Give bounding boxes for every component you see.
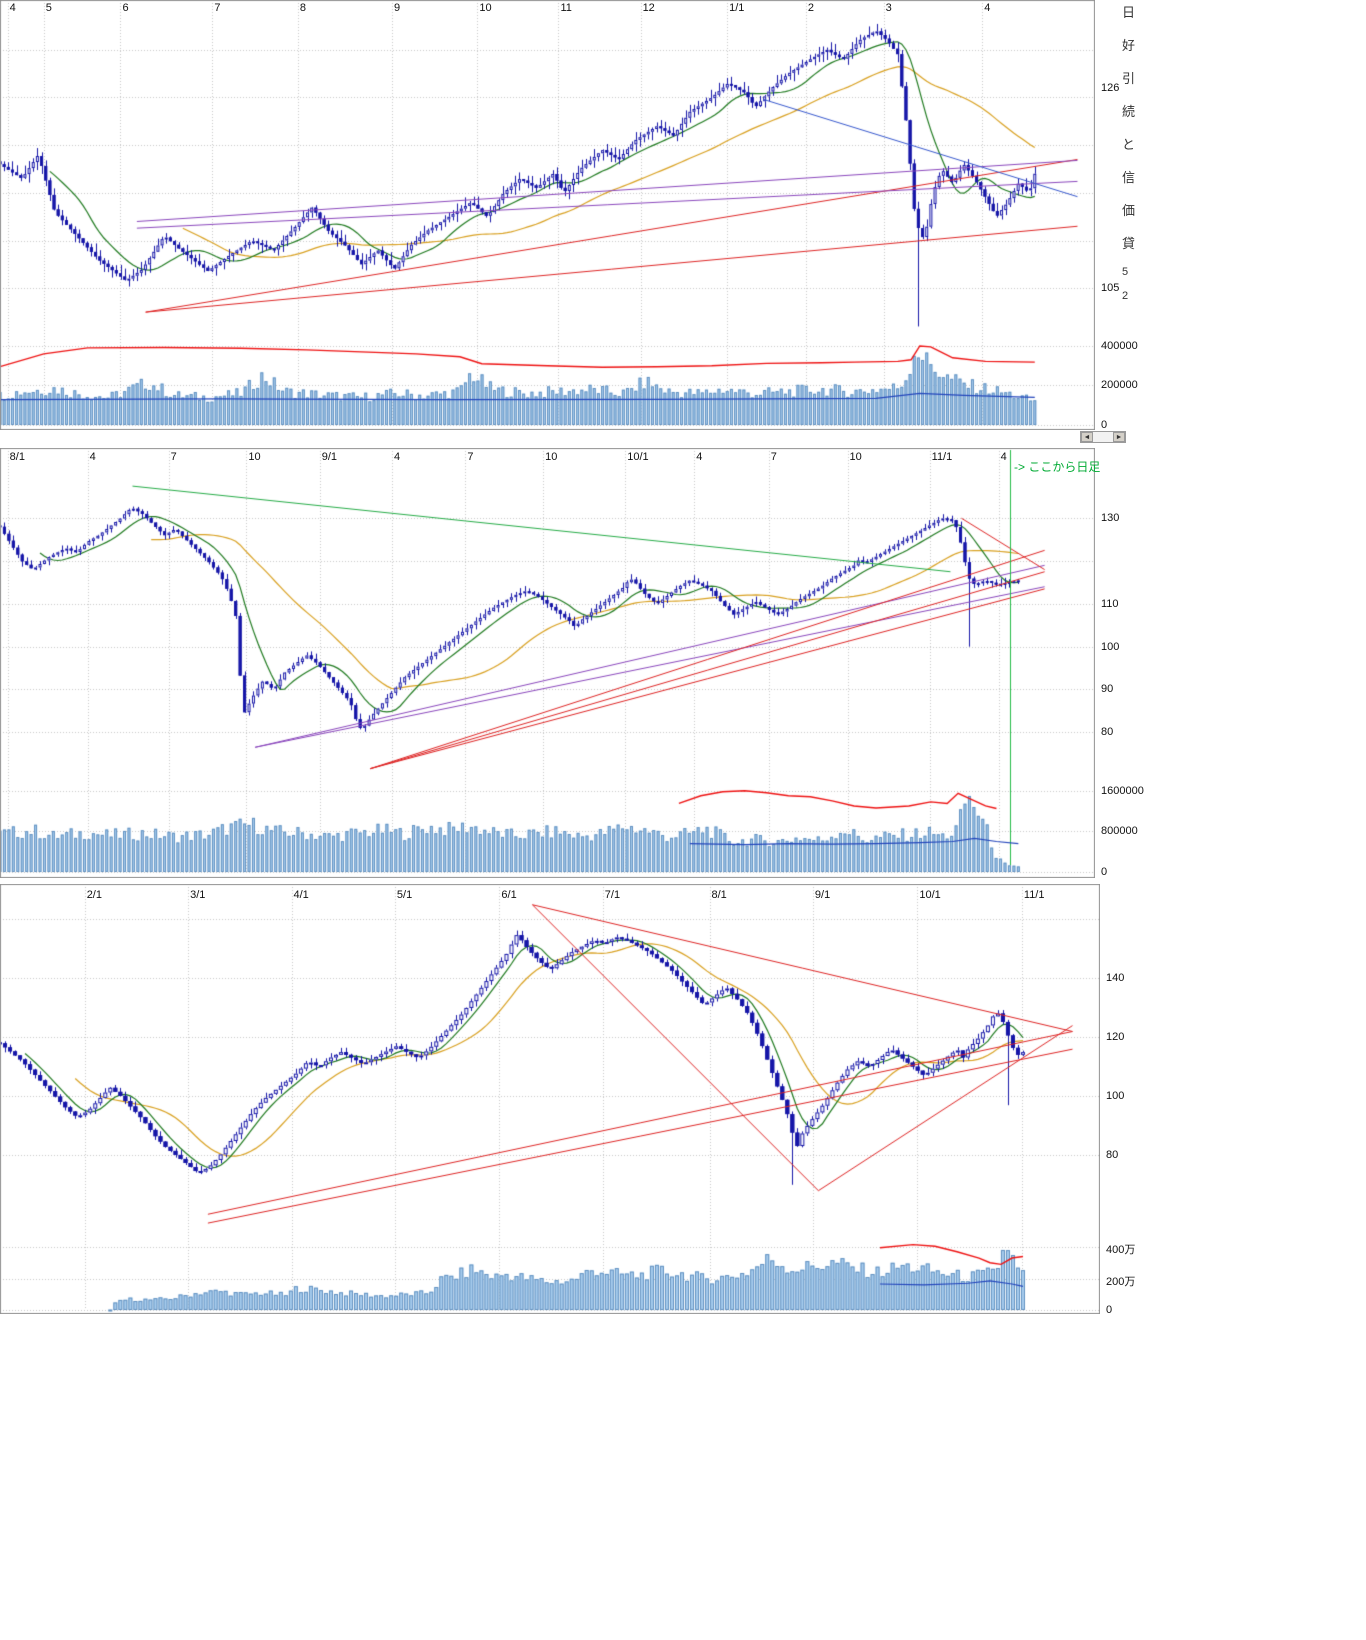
volume-tick-label: 1600000 [1101,784,1144,797]
price-tick-label: 105 [1101,282,1120,295]
sidebar-num: 2 [1122,290,1129,302]
sidebar-char: 続 [1122,104,1136,119]
volume-tick-label: 0 [1106,1304,1113,1316]
sidebar-char: 信 [1122,170,1136,185]
volume-tick-label: 800000 [1101,825,1138,838]
h-scrollbar[interactable]: ◄ ► [1080,431,1126,443]
volume-tick-label: 0 [1101,419,1108,431]
scroll-left-button[interactable]: ◄ [1081,432,1093,442]
candlestick-canvas-bottom[interactable] [0,884,1100,1314]
daily-from-here-annotation: -> ここから日足 [1014,460,1101,474]
middle-chart-panel: 8/1 4 7 10 9/1 4 7 10 10/1 4 7 10 11/1 4 130 110 100 90 80… [0,448,1150,878]
bottom-chart-panel: 2/1 3/1 4/1 5/1 6/1 7/1 8/1 9/1 10/1 11/1 140 120 10… [0,884,1150,1316]
sidebar-num: 5 [1122,266,1129,278]
volume-tick-label: 200万 [1106,1275,1136,1288]
scrollbar-track[interactable] [1093,432,1113,442]
sidebar-char: 価 [1122,203,1136,218]
price-tick-label: 80 [1101,726,1114,739]
scroll-right-button[interactable]: ► [1113,432,1125,442]
sidebar-char: 引 [1122,71,1136,86]
volume-tick-label: 0 [1101,866,1108,878]
price-tick-label: 130 [1101,512,1120,525]
price-tick-label: 140 [1106,972,1125,985]
price-tick-label: 80 [1106,1149,1119,1162]
sidebar-char: と [1122,137,1136,152]
price-tick-label: 90 [1101,683,1114,696]
volume-tick-label: 400万 [1106,1244,1136,1257]
top-chart-panel: 4 5 6 7 8 9 10 11 12 1/1 2 3 4 126 105 400000 200000 0 ◄ … [0,0,1150,444]
candlestick-canvas-top[interactable] [0,0,1095,430]
volume-tick-label: 200000 [1101,379,1138,392]
sidebar-char: 好 [1122,38,1136,53]
right-sidebar: 日好引続と信価貸 5 2 [1122,2,1148,314]
sidebar-char: 日 [1122,5,1136,20]
price-tick-label: 100 [1101,640,1120,653]
candlestick-canvas-middle[interactable] [0,448,1095,878]
price-tick-label: 120 [1106,1031,1125,1044]
sidebar-char: 貸 [1122,236,1136,251]
price-tick-label: 100 [1106,1090,1125,1103]
price-tick-label: 110 [1101,597,1119,610]
price-tick-label: 126 [1101,81,1120,94]
volume-tick-label: 400000 [1101,339,1138,352]
